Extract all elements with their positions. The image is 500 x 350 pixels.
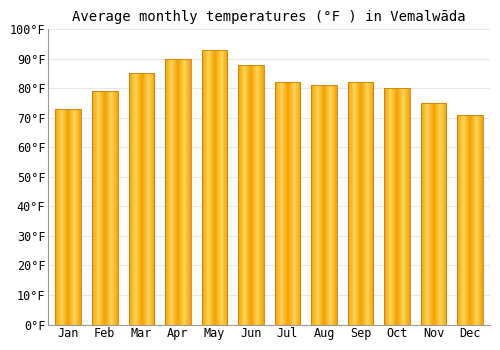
Bar	[311, 85, 337, 324]
Bar	[348, 82, 374, 324]
Bar	[274, 82, 300, 324]
Bar	[202, 50, 227, 324]
Bar	[56, 109, 81, 324]
Bar	[384, 88, 410, 324]
Bar	[128, 74, 154, 324]
Bar	[92, 91, 118, 324]
Bar	[458, 115, 483, 324]
Bar	[165, 58, 190, 324]
Bar	[421, 103, 446, 324]
Title: Average monthly temperatures (°F ) in Vemalwāda: Average monthly temperatures (°F ) in Ve…	[72, 10, 466, 24]
Bar	[238, 64, 264, 324]
